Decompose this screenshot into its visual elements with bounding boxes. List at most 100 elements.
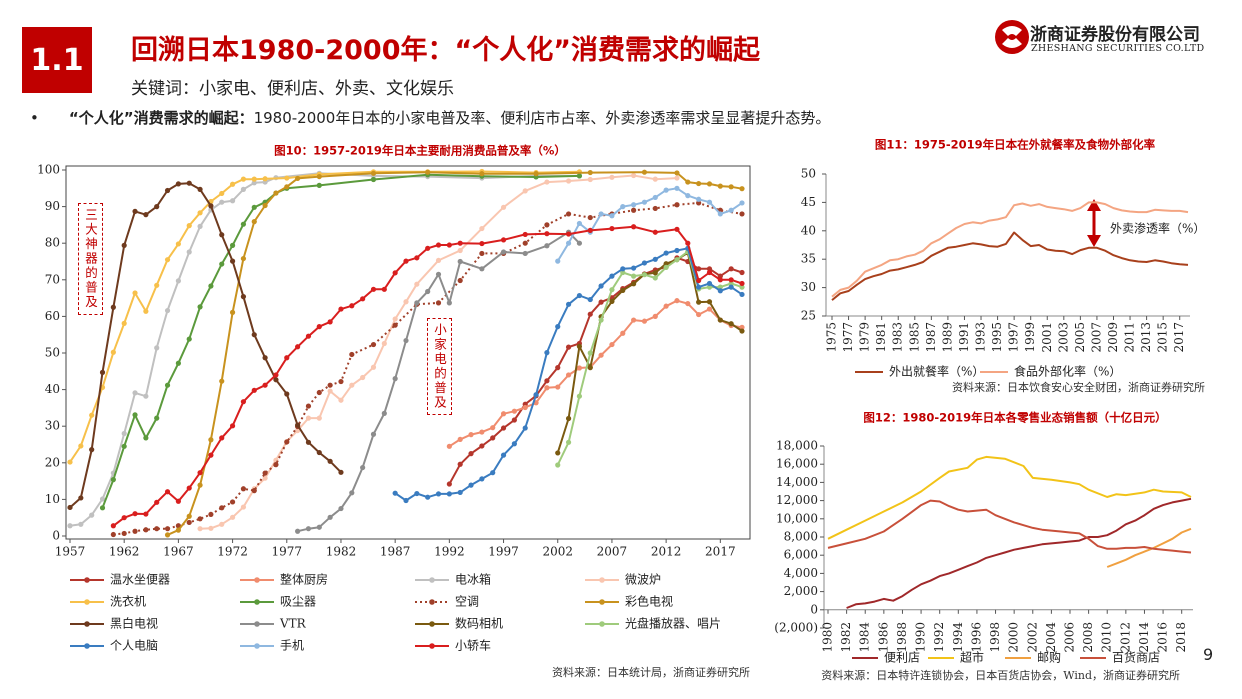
y-tick-label: 12,000 <box>776 493 818 507</box>
data-point <box>576 365 583 371</box>
data-point <box>295 175 301 182</box>
data-point <box>706 199 713 205</box>
legend-label: 个人电脑 <box>110 639 158 653</box>
data-point <box>631 202 637 208</box>
data-point <box>631 265 637 271</box>
y-tick-label: 0 <box>52 529 60 543</box>
data-point <box>219 505 225 511</box>
data-point <box>316 173 322 180</box>
data-point <box>631 281 637 287</box>
data-point <box>262 355 268 361</box>
data-point <box>154 499 160 505</box>
data-point <box>544 378 550 384</box>
data-point <box>674 226 680 232</box>
data-point <box>251 204 257 210</box>
data-point <box>555 365 561 371</box>
x-tick-label: 1996 <box>969 622 983 653</box>
series-line <box>1106 527 1192 568</box>
data-point <box>663 303 669 309</box>
data-point <box>251 180 257 186</box>
data-point <box>576 173 583 179</box>
data-point <box>696 180 702 187</box>
data-point <box>392 322 398 328</box>
legend-label: 超市 <box>960 650 984 665</box>
data-point <box>338 505 344 512</box>
data-point <box>316 182 322 188</box>
x-tick-label: 1988 <box>895 622 909 653</box>
data-point <box>67 523 73 529</box>
data-point <box>565 240 572 246</box>
data-point <box>533 392 539 398</box>
data-point <box>479 225 485 232</box>
data-point <box>67 459 73 465</box>
data-point <box>197 470 203 476</box>
data-point <box>219 199 225 205</box>
legend-marker <box>599 621 605 627</box>
chart-title: 图10：1957-2019年日本主要耐用消费品普及率（%） <box>274 144 566 158</box>
legend-marker <box>254 577 260 583</box>
x-tick-label: 2014 <box>1137 622 1151 653</box>
data-point <box>208 203 214 209</box>
x-tick-label: 1991 <box>957 322 971 353</box>
data-point <box>544 350 550 356</box>
data-point <box>349 490 355 496</box>
data-point <box>208 525 214 531</box>
data-point <box>175 360 181 366</box>
x-tick-label: 1962 <box>109 545 140 559</box>
data-point <box>739 211 745 217</box>
legend-label: 电冰箱 <box>455 572 491 587</box>
data-point <box>143 435 149 441</box>
data-point <box>338 378 344 385</box>
data-point <box>468 451 474 457</box>
data-point <box>251 488 257 494</box>
data-point <box>696 196 702 202</box>
data-point <box>674 298 680 304</box>
y-tick-label: 18,000 <box>776 439 818 453</box>
data-point <box>251 176 257 182</box>
data-point <box>522 404 528 411</box>
slide-subtitle: 关键词：小家电、便利店、外卖、文化娱乐 <box>131 79 454 99</box>
x-tick-label: 2002 <box>1025 622 1039 653</box>
data-point <box>219 435 225 441</box>
data-point <box>609 287 615 293</box>
data-point <box>381 410 387 416</box>
data-point <box>576 343 583 350</box>
x-tick-label: 2006 <box>1063 622 1077 653</box>
data-point <box>490 425 496 431</box>
data-point <box>674 170 680 176</box>
data-point <box>370 431 377 437</box>
source-note: 资料来源：日本统计局，浙商证券研究所 <box>552 665 750 679</box>
legend-marker <box>84 599 90 605</box>
data-point <box>609 298 615 304</box>
x-tick-label: 1982 <box>839 622 853 653</box>
data-point <box>240 221 247 227</box>
data-point <box>706 280 713 287</box>
y-tick-label: 40 <box>801 223 816 237</box>
data-point <box>457 436 463 442</box>
data-point <box>229 309 236 315</box>
data-point <box>370 286 377 292</box>
legend-marker <box>599 599 605 605</box>
data-point <box>360 374 366 381</box>
data-point <box>273 462 279 468</box>
data-point <box>435 257 442 264</box>
data-point <box>219 190 225 197</box>
data-point <box>598 352 604 358</box>
data-point <box>338 469 344 475</box>
data-point <box>240 486 247 492</box>
bullet-text: 1980-2000年日本的小家电普及率、便利店市占率、外卖渗透率需求呈显著提升态… <box>253 109 831 127</box>
data-point <box>414 281 420 287</box>
data-point <box>696 200 702 206</box>
data-point <box>154 345 160 351</box>
x-tick-label: 2010 <box>1100 622 1114 653</box>
x-tick-label: 1999 <box>1023 322 1037 353</box>
data-point <box>197 210 203 216</box>
x-tick-label: 2002 <box>542 545 573 559</box>
slide-title: 回溯日本1980-2000年：“个人化”消费需求的崛起 <box>131 35 760 66</box>
data-point <box>349 303 355 309</box>
x-tick-label: 1977 <box>841 322 855 353</box>
data-point <box>739 280 745 287</box>
data-point <box>121 242 127 248</box>
